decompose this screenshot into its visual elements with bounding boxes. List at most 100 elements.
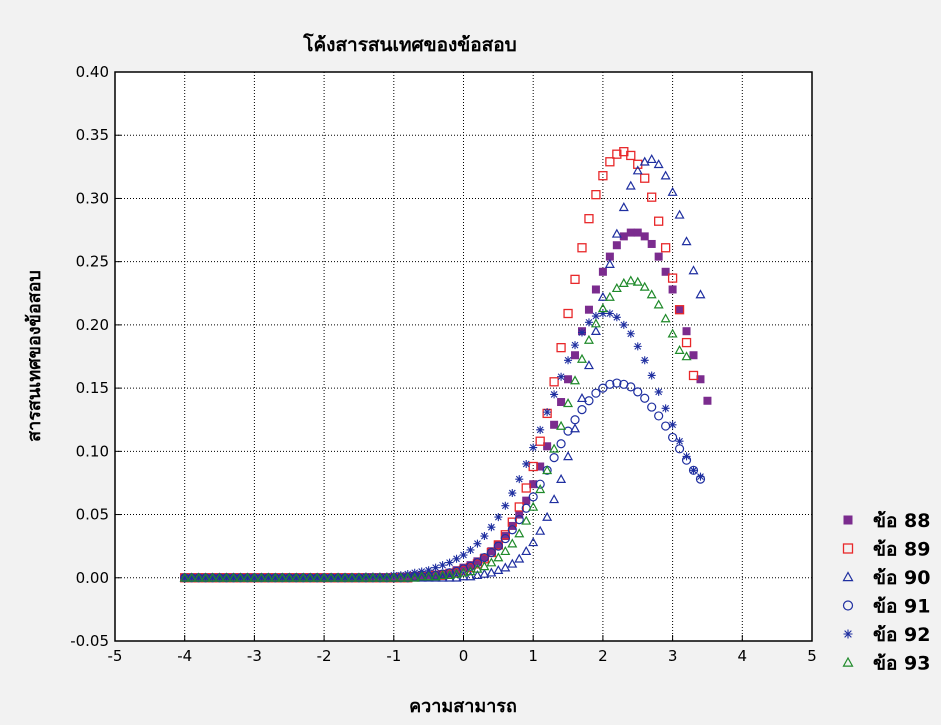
data-point bbox=[334, 573, 343, 582]
data-point bbox=[549, 453, 559, 463]
data-point bbox=[633, 387, 643, 397]
data-point bbox=[604, 258, 615, 268]
data-point bbox=[180, 573, 189, 582]
data-point bbox=[646, 289, 657, 299]
data-point bbox=[431, 571, 440, 580]
data-point bbox=[590, 318, 601, 328]
data-point bbox=[445, 558, 454, 567]
data-point bbox=[550, 390, 559, 399]
data-point bbox=[598, 267, 607, 276]
data-point bbox=[557, 372, 566, 381]
data-point bbox=[242, 572, 253, 582]
data-point bbox=[264, 573, 273, 582]
data-point bbox=[367, 572, 378, 582]
data-point bbox=[480, 532, 489, 541]
data-point bbox=[326, 572, 337, 582]
data-point bbox=[514, 515, 524, 525]
y-tick-label: 0.00 bbox=[76, 569, 109, 587]
y-tick-label: 0.15 bbox=[76, 379, 109, 397]
data-point bbox=[522, 496, 531, 505]
data-point bbox=[542, 511, 553, 521]
data-point bbox=[451, 568, 462, 578]
data-point bbox=[689, 351, 698, 360]
legend-marker bbox=[842, 656, 854, 667]
data-point bbox=[640, 356, 649, 365]
data-point bbox=[507, 558, 518, 568]
data-point bbox=[597, 291, 608, 301]
data-point bbox=[444, 570, 455, 580]
x-tick-label: -5 bbox=[108, 647, 123, 665]
legend-label: ข้อ 91 bbox=[873, 596, 930, 618]
data-point bbox=[514, 553, 525, 563]
data-point bbox=[452, 554, 461, 563]
data-point bbox=[584, 305, 593, 314]
data-point bbox=[570, 415, 580, 425]
data-point bbox=[368, 572, 377, 581]
data-point bbox=[647, 192, 657, 202]
data-point bbox=[257, 573, 266, 582]
data-point bbox=[319, 572, 330, 582]
data-point bbox=[639, 281, 650, 291]
data-point bbox=[486, 547, 496, 558]
data-point bbox=[556, 342, 566, 353]
x-tick-label: -1 bbox=[386, 647, 401, 665]
data-point bbox=[549, 377, 559, 387]
legend-marker bbox=[843, 629, 853, 639]
data-point bbox=[229, 573, 238, 582]
data-point bbox=[320, 573, 329, 582]
y-tick-label: 0.05 bbox=[76, 506, 109, 524]
data-point bbox=[654, 252, 663, 261]
data-point bbox=[521, 545, 532, 556]
data-point bbox=[563, 398, 574, 408]
data-point bbox=[557, 398, 566, 407]
data-point bbox=[389, 571, 398, 580]
legend-label: ข้อ 89 bbox=[873, 539, 930, 561]
data-point bbox=[472, 558, 483, 568]
data-point bbox=[682, 327, 691, 336]
data-point bbox=[543, 442, 552, 451]
legend-label: ข้อ 90 bbox=[873, 567, 930, 589]
data-point bbox=[235, 572, 246, 582]
data-point bbox=[200, 572, 211, 582]
data-point bbox=[556, 473, 567, 483]
data-point bbox=[598, 171, 608, 181]
data-point bbox=[466, 561, 475, 570]
data-point bbox=[528, 501, 539, 511]
data-point bbox=[187, 573, 196, 582]
data-point bbox=[647, 371, 656, 380]
data-point bbox=[438, 561, 447, 570]
data-point bbox=[632, 276, 643, 286]
data-point bbox=[444, 572, 455, 582]
data-point bbox=[660, 170, 671, 180]
data-point bbox=[535, 525, 546, 535]
data-point bbox=[201, 573, 210, 582]
data-point bbox=[640, 232, 649, 241]
data-point bbox=[395, 572, 406, 582]
legend-marker bbox=[843, 515, 853, 525]
data-point bbox=[271, 573, 280, 582]
data-point bbox=[521, 483, 531, 493]
data-point bbox=[312, 572, 323, 582]
data-point bbox=[396, 571, 405, 580]
tick-layer: -5 -4 -3 -2 -1 0 1 2 3 4 5 -0.05 0.00 0.05 0.10 0.15 0.2… bbox=[70, 63, 817, 665]
data-point bbox=[640, 393, 650, 403]
data-point bbox=[306, 573, 315, 582]
data-point bbox=[564, 356, 573, 365]
data-point bbox=[591, 190, 601, 200]
data-point bbox=[263, 572, 274, 582]
data-point bbox=[514, 528, 525, 538]
data-point bbox=[250, 573, 259, 582]
data-point bbox=[598, 309, 607, 318]
x-tick-label: 3 bbox=[668, 647, 678, 665]
data-point bbox=[500, 530, 510, 540]
data-point bbox=[647, 402, 657, 412]
data-point bbox=[646, 154, 657, 164]
chart-title: โค้งสารสนเทศของข้อสอบ bbox=[302, 33, 516, 56]
data-point bbox=[528, 537, 539, 547]
data-point bbox=[501, 532, 510, 541]
data-point bbox=[632, 165, 643, 175]
data-point bbox=[285, 573, 294, 582]
y-tick-label: 0.35 bbox=[76, 126, 109, 144]
data-point bbox=[612, 313, 621, 322]
